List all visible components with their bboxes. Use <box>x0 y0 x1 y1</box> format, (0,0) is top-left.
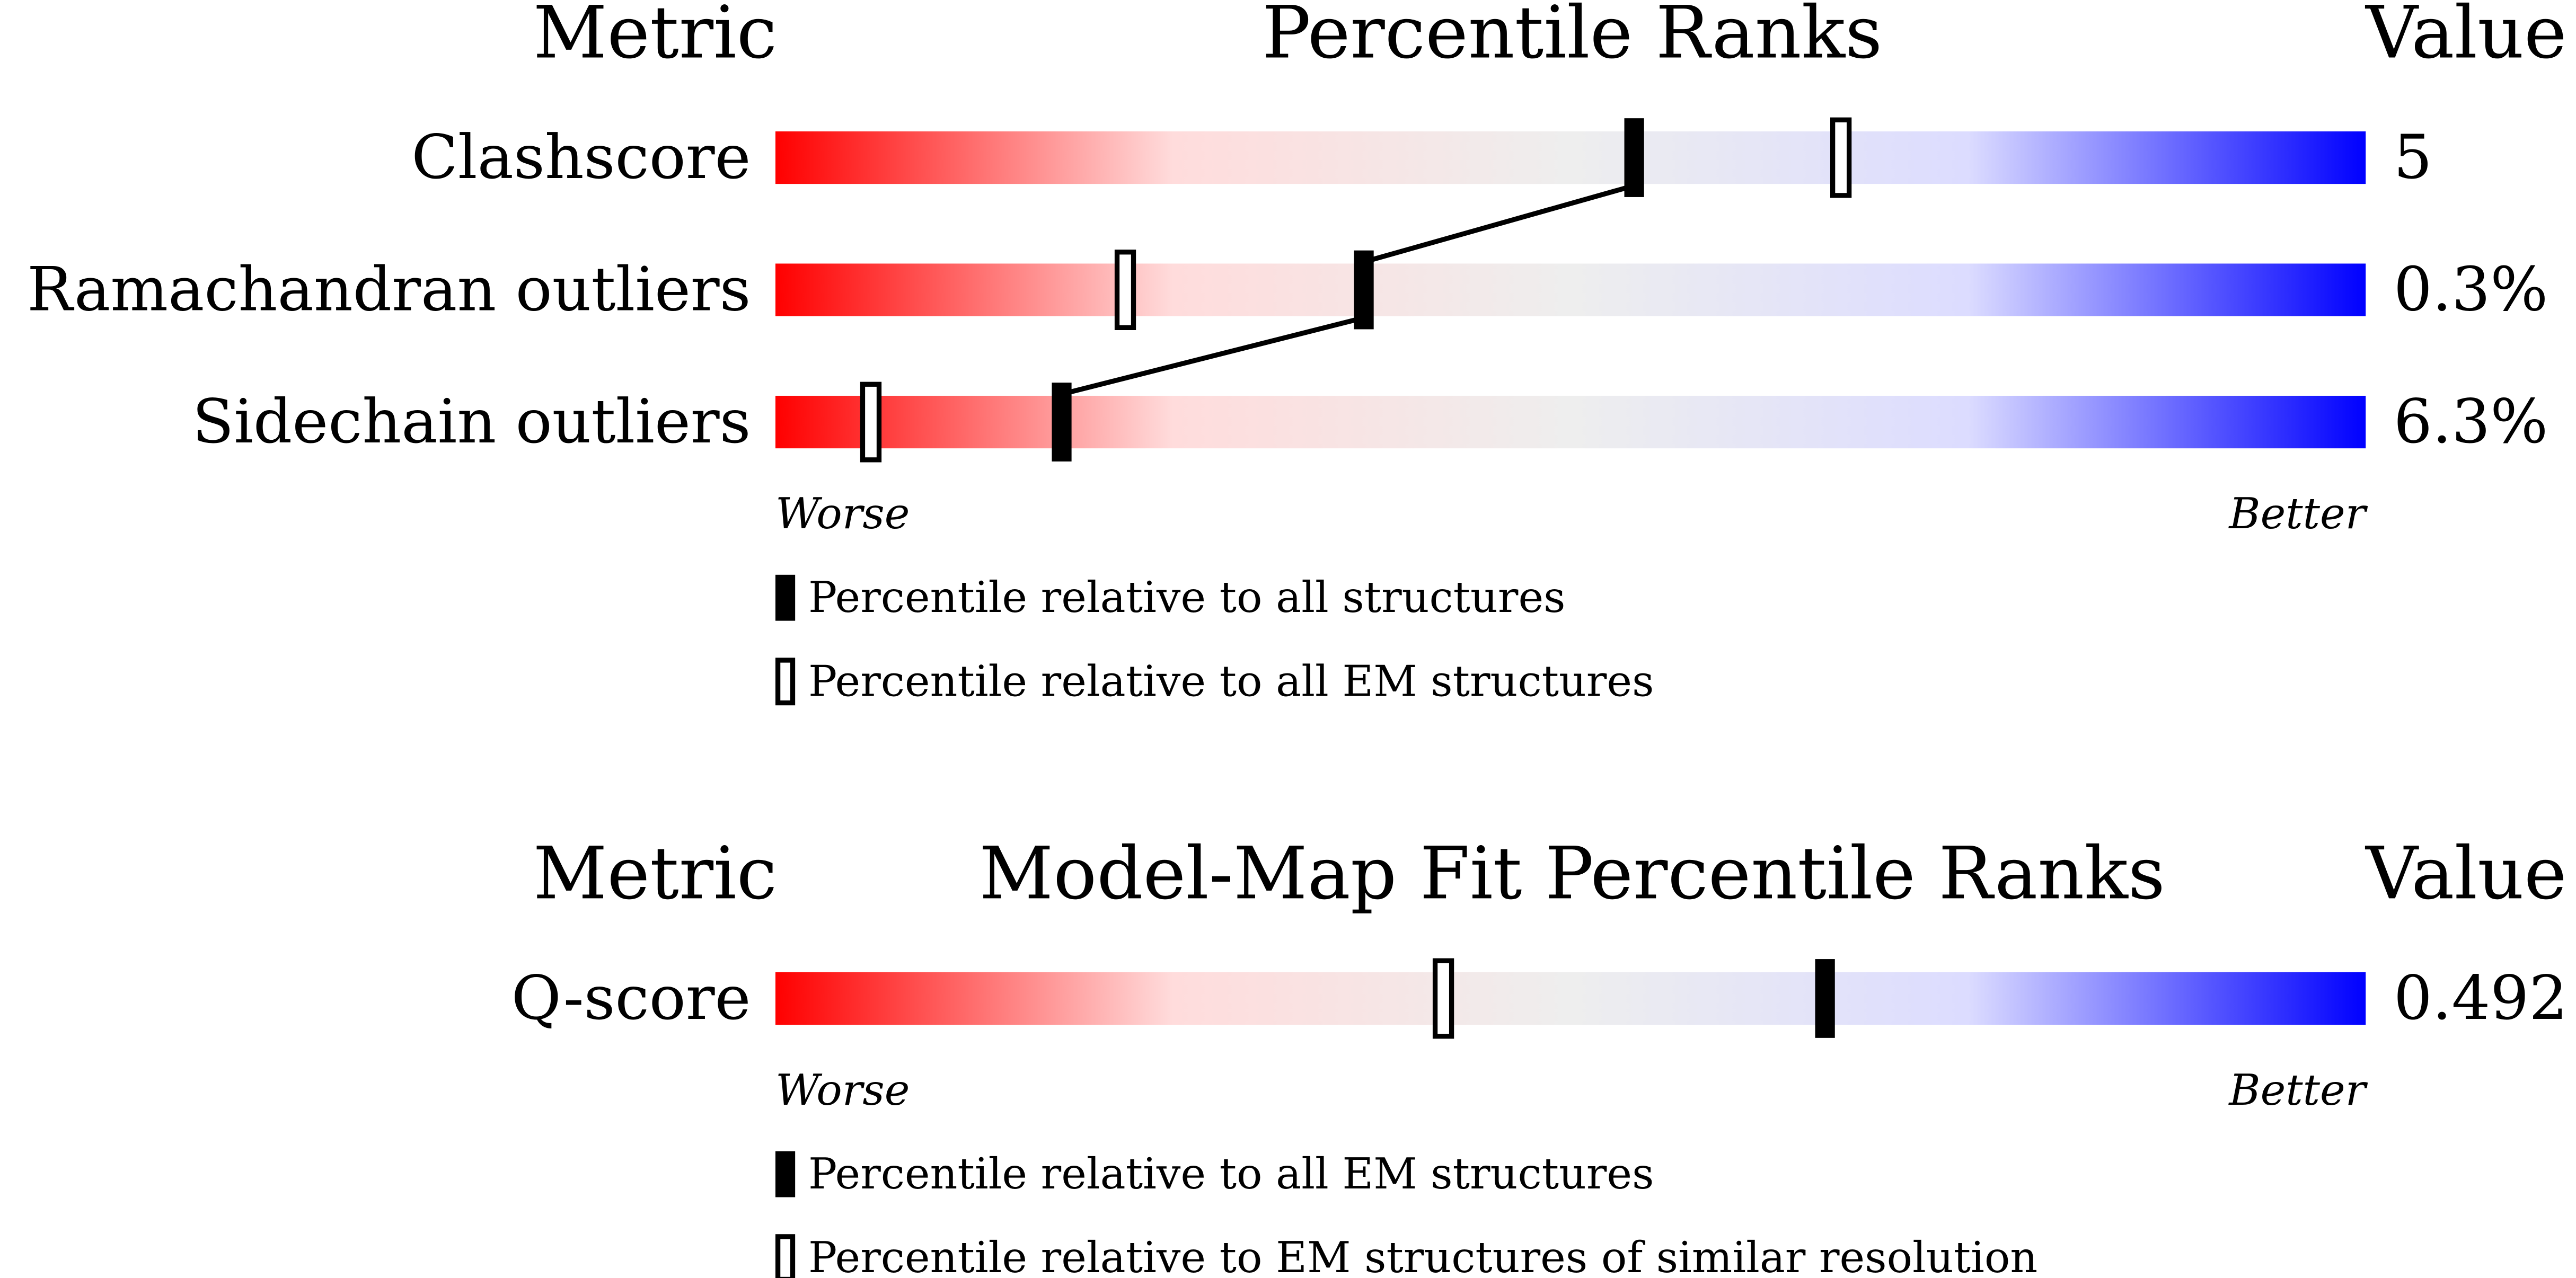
legend-all-text: Percentile relative to all structures <box>808 573 1566 623</box>
header-title: Model-Map Fit Percentile Ranks <box>980 831 2165 916</box>
header-metric: Metric <box>533 831 777 916</box>
all-percentile-marker <box>1354 250 1374 330</box>
metric-label: Ramachandran outliers <box>27 255 751 325</box>
all-percentile-marker <box>1052 383 1072 462</box>
metric-label: Clashscore <box>411 122 751 193</box>
metric-label: Sidechain outliers <box>192 387 751 457</box>
legend-all-swatch <box>775 574 796 621</box>
connector-line <box>1363 183 1635 264</box>
legend-em-text: Percentile relative to EM structures of … <box>808 1233 2037 1278</box>
em-percentile-marker <box>1830 117 1852 198</box>
worse-label: Worse <box>775 1066 910 1115</box>
better-label: Better <box>2228 489 2368 539</box>
legend-all-text: Percentile relative to all EM structures <box>808 1149 1654 1199</box>
metric-value: 0.492 <box>2394 963 2568 1034</box>
better-label: Better <box>2228 1066 2368 1115</box>
header-value: Value <box>2365 0 2566 75</box>
header-metric: Metric <box>533 0 777 75</box>
legend-em-text: Percentile relative to all EM structures <box>808 656 1654 706</box>
em-percentile-marker <box>860 381 882 463</box>
percentile-bar <box>775 395 2366 449</box>
percentile-bar <box>775 131 2366 184</box>
percentile-bar <box>775 263 2366 316</box>
metric-label: Q-score <box>511 963 751 1034</box>
all-percentile-marker <box>1624 118 1644 197</box>
header-value: Value <box>2365 831 2566 916</box>
worse-label: Worse <box>775 489 910 539</box>
em-percentile-marker <box>1432 958 1454 1039</box>
all-percentile-marker <box>1815 959 1835 1038</box>
connector-line <box>1061 315 1365 397</box>
metric-value: 5 <box>2394 122 2432 193</box>
metric-value: 0.3% <box>2394 255 2548 325</box>
legend-all-swatch <box>775 1151 796 1197</box>
percentile-bar <box>775 972 2366 1025</box>
legend-em-swatch <box>775 658 796 706</box>
legend-em-swatch <box>775 1234 796 1278</box>
metric-value: 6.3% <box>2394 387 2548 457</box>
header-title: Percentile Ranks <box>1262 0 1882 75</box>
em-percentile-marker <box>1114 250 1136 330</box>
